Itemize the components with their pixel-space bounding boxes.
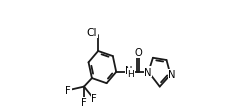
Text: F: F: [81, 98, 87, 107]
Text: N: N: [144, 67, 152, 77]
Text: F: F: [65, 85, 71, 95]
Text: O: O: [134, 48, 142, 58]
Text: F: F: [91, 93, 97, 103]
Text: N: N: [169, 70, 176, 79]
Text: H: H: [127, 69, 134, 78]
Text: Cl: Cl: [87, 28, 97, 38]
Text: N: N: [125, 66, 132, 75]
